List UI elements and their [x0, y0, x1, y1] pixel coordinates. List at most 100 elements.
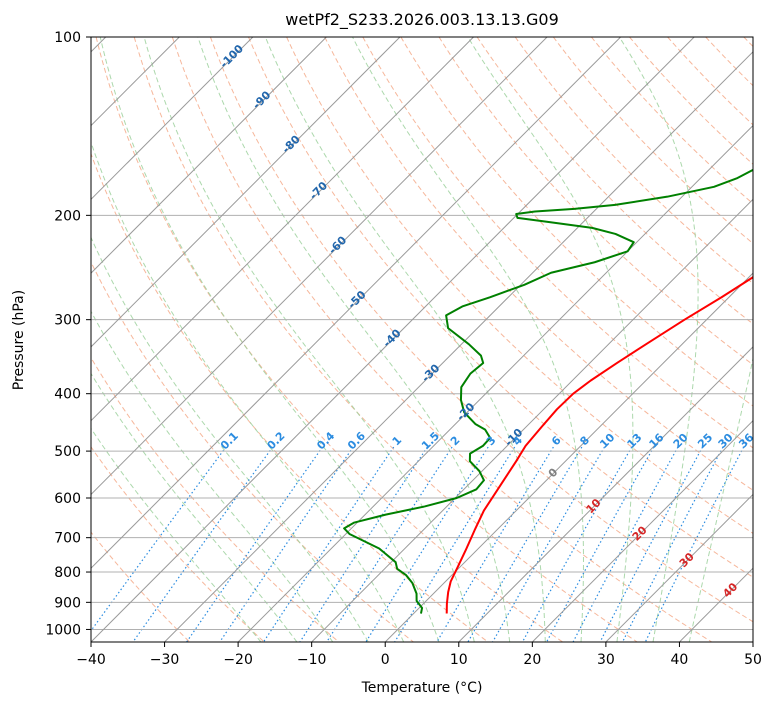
y-tick-label: 900: [54, 595, 81, 611]
isotherm-label: -70: [307, 179, 330, 202]
profile-lines: [343, 168, 753, 614]
isotherm-line: [91, 37, 254, 201]
x-tick-label: 20: [523, 652, 541, 668]
moist-adiabat: [91, 372, 298, 642]
dry-adiabat: [400, 37, 753, 407]
mixing-ratio-label: 13: [625, 431, 645, 451]
y-tick-label: 600: [54, 491, 81, 507]
y-tick-label: 1000: [45, 622, 81, 638]
moist-adiabat: [91, 140, 405, 642]
mixing-ratio-line: [263, 446, 395, 642]
mixing-ratio-line: [326, 446, 453, 642]
mixing-ratio-label: 25: [695, 431, 715, 451]
mixing-ratio-line: [132, 446, 274, 642]
mixing-ratio-line: [299, 446, 428, 642]
mixing-ratio-label: 3: [484, 434, 499, 449]
mixing-ratio-line: [436, 446, 554, 642]
x-axis-label: Temperature (°C): [361, 680, 483, 696]
isotherm-line: [384, 272, 753, 642]
mixing-ratio-line: [599, 446, 704, 642]
dry-adiabat: [743, 37, 753, 48]
x-tick-label: −40: [76, 652, 106, 668]
isotherm-label: -40: [380, 326, 403, 349]
y-tick-label: 400: [54, 387, 81, 403]
moist-adiabat: [352, 37, 584, 642]
moist-adiabat: [91, 427, 262, 642]
mixing-ratio-line: [219, 446, 354, 642]
isotherm-label: -90: [250, 88, 273, 111]
isotherm-line: [311, 198, 753, 642]
y-tick-label: 200: [54, 208, 81, 224]
mixing-ratio-label: 1: [390, 434, 405, 449]
dry-adiabat: [591, 37, 753, 205]
mixing-ratio-label: 20: [671, 431, 691, 451]
mixing-ratio-line: [546, 446, 655, 642]
plot-frame: [90, 36, 754, 643]
mixing-ratio-label: 16: [647, 431, 667, 451]
mixing-ratio-label: 8: [577, 434, 592, 449]
isotherm-label: -80: [280, 133, 303, 156]
background-lines: [91, 37, 753, 642]
isotherm-label: -60: [326, 233, 349, 256]
moist-adiabat: [91, 236, 369, 642]
isotherm-label: -20: [454, 400, 477, 423]
isotherm-line: [237, 124, 753, 642]
dry-adiabat: [629, 37, 753, 165]
moist-adiabat: [143, 37, 475, 642]
dry-adiabat: [438, 37, 753, 366]
x-tick-label: −10: [297, 652, 327, 668]
mixing-ratio-label: 0.6: [345, 429, 368, 452]
x-tick-label: 50: [744, 652, 762, 668]
dry-adiabat: [171, 37, 713, 642]
mixing-ratio-line: [467, 446, 583, 642]
dewpoint-line: [343, 168, 753, 614]
mixing-ratio-label: 1.5: [419, 429, 442, 452]
mixing-ratio-label: 10: [597, 431, 617, 451]
dry-adiabat: [286, 37, 753, 534]
isotherm-line: [91, 37, 474, 422]
dry-adiabat: [91, 152, 489, 642]
isotherm-line: [458, 346, 753, 642]
y-tick-label: 500: [54, 444, 81, 460]
isotherm-line: [531, 419, 753, 642]
mixing-ratio-line: [394, 446, 516, 642]
isotherm-label: -30: [419, 361, 442, 384]
y-tick-label: 100: [54, 30, 81, 46]
y-axis-ticks: 100 200 300 400 500 600 700 800 900 1000: [45, 30, 91, 638]
mixing-ratio-line: [521, 446, 633, 642]
moist-adiabat: [688, 356, 753, 642]
moist-adiabat: [618, 37, 699, 642]
x-tick-label: −30: [150, 652, 180, 668]
x-tick-label: 30: [597, 652, 615, 668]
dry-adiabat: [133, 37, 638, 642]
isotherm-label: -100: [217, 42, 246, 71]
mixing-ratio-line: [492, 446, 606, 642]
dry-adiabat: [552, 37, 753, 245]
reference-line-labels: -100-90-80-70-60-50-40-30-20-10010203040…: [217, 42, 756, 600]
isotherm-line: [164, 51, 753, 642]
isotherm-label: -50: [345, 288, 368, 311]
moist-adiabat: [197, 37, 511, 642]
isotherm-line: [91, 37, 401, 348]
y-tick-label: 800: [54, 565, 81, 581]
isotherm-line: [679, 567, 753, 642]
mixing-ratio-label: 0.1: [218, 429, 241, 452]
x-tick-label: 0: [381, 652, 390, 668]
dry-adiabat: [91, 260, 414, 642]
isotherm-line: [91, 37, 621, 569]
mixing-ratio-line: [91, 446, 227, 632]
dry-adiabat: [209, 37, 753, 623]
chart-title: wetPf2_S233.2026.003.13.13.G09: [285, 10, 559, 30]
moist-adiabat: [99, 37, 440, 642]
isotherm-line: [91, 37, 327, 274]
isotherm-line: [91, 37, 548, 496]
dry-adiabat: [514, 37, 753, 285]
mixing-ratio-line: [622, 446, 724, 642]
mixing-ratio-line: [572, 446, 679, 642]
dry-adiabat: [91, 531, 191, 642]
y-axis-label: Pressure (hPa): [11, 290, 27, 390]
y-tick-label: 700: [54, 531, 81, 547]
dry-adiabat: [91, 356, 340, 642]
y-tick-label: 300: [54, 313, 81, 329]
